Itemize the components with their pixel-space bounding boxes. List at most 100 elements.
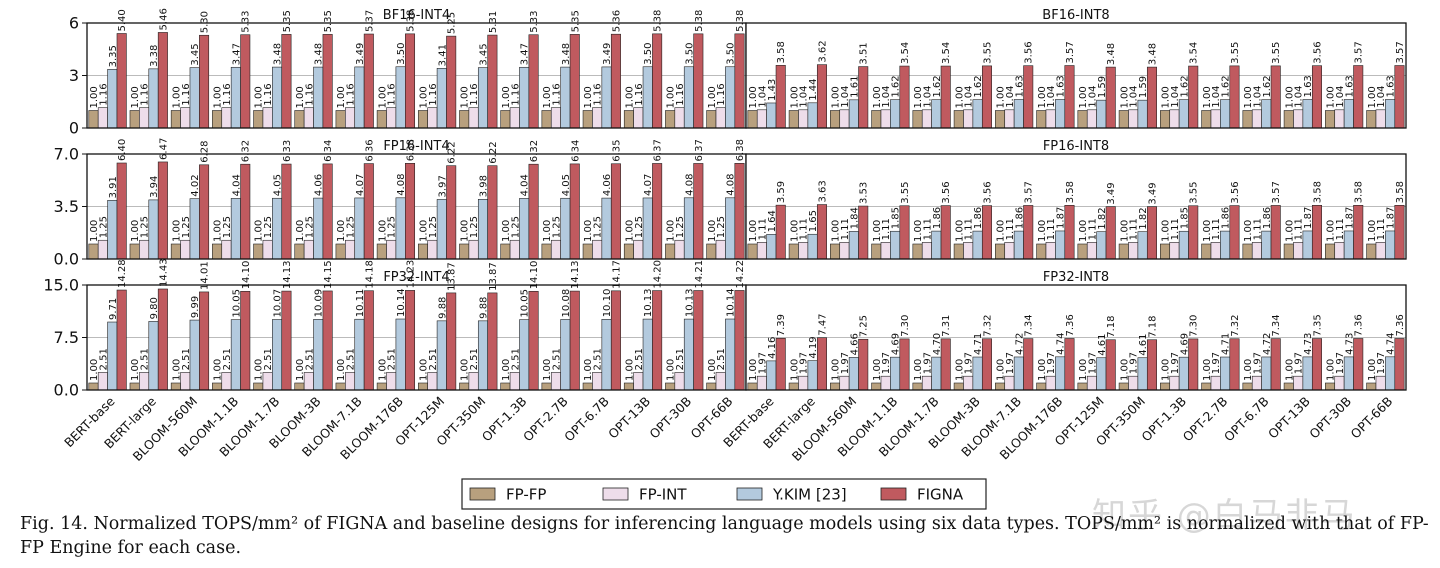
bar-value-label: 7.18 <box>1106 315 1117 337</box>
bar-value-label: 1.62 <box>932 75 943 97</box>
bar-figna <box>1394 205 1405 260</box>
bar-value-label: 1.11 <box>1129 218 1140 240</box>
bar-value-label: 14.28 <box>117 259 128 288</box>
bar-fp-int <box>550 372 561 391</box>
bar-value-label: 10.05 <box>231 289 242 318</box>
bar-value-label: 4.72 <box>1262 333 1273 355</box>
bar-figna <box>487 165 498 260</box>
x-category-label: OPT-30B <box>646 394 694 442</box>
bar-y-kim-23- <box>1096 357 1107 391</box>
bar-fp-int <box>1045 109 1056 129</box>
bar-value-label: 3.58 <box>1065 181 1076 203</box>
bar-fp-fp <box>665 243 676 260</box>
bar-fp-int <box>550 107 561 129</box>
bar-value-label: 4.07 <box>643 174 654 196</box>
bar-fp-fp <box>129 110 140 129</box>
bar-fp-fp <box>1077 110 1088 129</box>
watermark-text: 知乎 @白马非马 <box>1092 496 1357 536</box>
bar-fp-fp <box>88 243 99 260</box>
bar-value-label: 3.48 <box>1106 43 1117 65</box>
bar-figna <box>693 290 704 391</box>
bar-value-label: 3.56 <box>1024 41 1035 63</box>
bar-fp-fp <box>747 382 758 391</box>
bar-value-label: 2.51 <box>675 348 686 370</box>
bar-fp-int <box>798 242 809 260</box>
bar-y-kim-23- <box>354 66 365 129</box>
bar-value-label: 4.71 <box>973 333 984 355</box>
bar-value-label: 1.00 <box>1119 220 1130 242</box>
bar-value-label: 3.91 <box>108 176 119 198</box>
bar-figna <box>363 33 374 129</box>
bar-y-kim-23- <box>436 199 447 260</box>
bar-value-label: 3.98 <box>478 175 489 197</box>
bar-figna <box>446 165 457 260</box>
bar-y-kim-23- <box>477 67 488 129</box>
bar-fp-fp <box>788 243 799 260</box>
panel-bf16-int4: 1.001.163.355.401.001.163.385.461.001.16… <box>69 8 747 138</box>
bar-fp-int <box>1210 109 1221 129</box>
bar-value-label: 1.00 <box>583 359 594 381</box>
bar-y-kim-23- <box>1220 356 1231 391</box>
panel-title: FP16-INT4 <box>383 139 449 154</box>
bar-figna <box>569 290 580 391</box>
bar-fp-int <box>262 239 273 260</box>
bar-y-kim-23- <box>148 321 159 391</box>
bar-value-label: 1.25 <box>304 216 315 238</box>
bar-figna <box>446 35 457 129</box>
bar-y-kim-23- <box>931 230 942 260</box>
bar-value-label: 6.36 <box>364 139 375 161</box>
bar-y-kim-23- <box>766 234 777 260</box>
bar-value-label: 1.00 <box>789 359 800 381</box>
bar-y-kim-23- <box>1343 99 1354 129</box>
bar-fp-int <box>221 239 232 260</box>
bar-fp-int <box>1251 375 1262 391</box>
bar-value-label: 1.65 <box>808 210 819 232</box>
bar-y-kim-23- <box>354 318 365 391</box>
bar-value-label: 1.16 <box>263 83 274 105</box>
bar-y-kim-23- <box>1385 230 1396 260</box>
bar-value-label: 4.73 <box>1303 333 1314 355</box>
bar-fp-int <box>1086 375 1097 391</box>
bar-fp-fp <box>1036 110 1047 129</box>
bar-fp-fp <box>623 110 634 129</box>
bar-value-label: 1.00 <box>913 359 924 381</box>
bar-value-label: 1.11 <box>964 218 975 240</box>
legend-label: FIGNA <box>917 486 964 504</box>
bar-y-kim-23- <box>313 197 324 260</box>
bar-value-label: 1.00 <box>542 86 553 108</box>
bar-figna <box>116 162 127 260</box>
bar-value-label: 1.25 <box>428 216 439 238</box>
bar-fp-int <box>798 109 809 129</box>
bar-value-label: 6.40 <box>117 139 128 161</box>
bar-figna <box>528 34 539 129</box>
bar-fp-fp <box>871 243 882 260</box>
bar-value-label: 3.58 <box>1354 181 1365 203</box>
bar-value-label: 1.04 <box>1335 86 1346 108</box>
bar-y-kim-23- <box>1178 230 1189 260</box>
bar-fp-fp <box>541 243 552 260</box>
bar-y-kim-23- <box>931 99 942 129</box>
bar-value-label: 7.18 <box>1147 315 1158 337</box>
bar-fp-int <box>880 242 891 260</box>
bar-figna <box>899 205 910 260</box>
bar-value-label: 9.88 <box>437 297 448 319</box>
bar-value-label: 1.00 <box>501 359 512 381</box>
y-tick-label: 3 <box>69 66 79 85</box>
bar-value-label: 1.63 <box>1056 75 1067 97</box>
bar-value-label: 2.51 <box>387 348 398 370</box>
bar-value-label: 1.00 <box>1284 359 1295 381</box>
bar-figna <box>157 161 168 260</box>
bar-figna <box>1311 65 1322 129</box>
bar-y-kim-23- <box>272 66 283 129</box>
bar-value-label: 14.15 <box>323 260 334 289</box>
bar-value-label: 10.11 <box>355 289 366 318</box>
bar-figna <box>652 33 663 129</box>
bar-value-label: 3.57 <box>1395 41 1406 63</box>
bar-fp-int <box>139 107 150 129</box>
bar-value-label: 1.00 <box>1078 359 1089 381</box>
bar-value-label: 5.33 <box>241 10 252 32</box>
bar-value-label: 1.00 <box>872 220 883 242</box>
bar-value-label: 14.10 <box>529 261 540 290</box>
bar-y-kim-23- <box>107 69 118 129</box>
bar-value-label: 7.30 <box>900 315 911 337</box>
